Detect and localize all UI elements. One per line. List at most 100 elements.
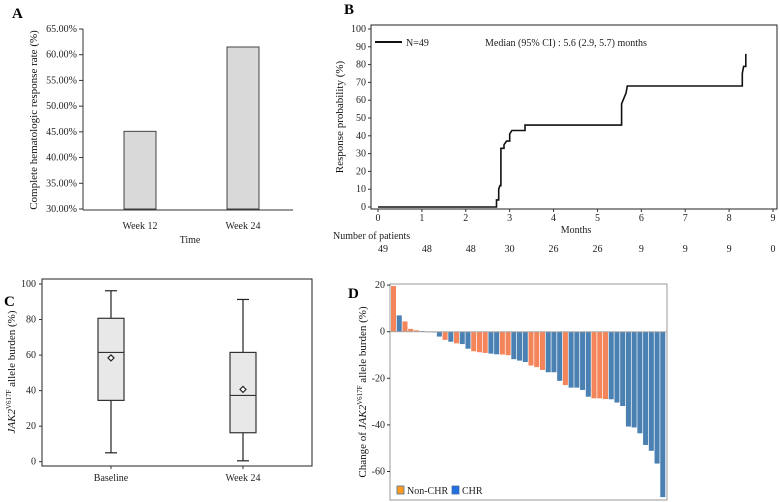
panel-b-x-tick-label: 8 (727, 213, 732, 224)
panel-d-bar (551, 331, 557, 373)
panel-a-bar (123, 130, 157, 210)
panel-d-bar (574, 331, 580, 388)
panel-b-x-tick-label: 5 (595, 213, 600, 224)
panel-d-y-tick-label: -60 (372, 467, 385, 478)
panel-d-bar (620, 331, 626, 407)
panel-d-plot-frame (389, 283, 668, 501)
panel-d-bar (585, 331, 591, 397)
panel-b-x-tick-label: 6 (639, 213, 644, 224)
panel-b-risk-count: 48 (422, 244, 432, 255)
panel-d-bar (545, 331, 551, 373)
panel-d-bar (580, 331, 586, 390)
panel-b-risk-count: 9 (683, 244, 688, 255)
panel-a-x-tick-label: Week 24 (225, 221, 260, 232)
panel-d-bar (637, 331, 643, 434)
panel-label-a: A (12, 6, 23, 22)
panel-d-legend-swatch (396, 485, 405, 495)
panel-c-y-tick-label: 60 (26, 350, 36, 361)
panel-d-y-tick-label: 20 (375, 280, 385, 291)
panel-c-y-tick-label: 100 (21, 279, 36, 290)
panel-b-y-tick-label: 100 (351, 24, 366, 35)
panel-d-bar (482, 331, 488, 353)
panel-b-risk-count: 49 (378, 244, 388, 255)
panel-d-bar (562, 331, 568, 386)
panel-b-y-tick-label: 20 (356, 166, 366, 177)
panel-d-y-tick-label: -40 (372, 420, 385, 431)
panel-d-bar (511, 331, 517, 360)
panel-b-y-label: Response probability (%) (334, 60, 346, 173)
panel-b-x-tick-label: 0 (376, 213, 381, 224)
panel-d-y-label-gene: JAK2 (357, 404, 369, 429)
panel-d-bar (631, 331, 637, 428)
panel-b-y-tick-label: 90 (356, 42, 366, 53)
panel-d-bar (408, 328, 414, 332)
panel-c-y-label-rest: allele burden (%) (6, 310, 18, 389)
panel-c-y-tick-label: 80 (26, 315, 36, 326)
panel-b-y-tick-label: 10 (356, 184, 366, 195)
panel-d-bar (557, 331, 563, 381)
panel-a-bar (226, 46, 260, 210)
panel-d-bar (568, 331, 574, 388)
panel-d-bar (505, 331, 511, 356)
panel-b-risk-count: 9 (639, 244, 644, 255)
panel-d-bar (625, 331, 631, 427)
panel-b-y-tick-label: 50 (356, 113, 366, 124)
panel-b-y-tick-label: 40 (356, 131, 366, 142)
panel-c-plot-frame (41, 278, 313, 467)
panel-b-km-curve (378, 53, 747, 208)
panel-d-y-label: Change of JAK2V617F allele burden (%) (356, 306, 369, 478)
panel-d-bar (648, 331, 654, 451)
panel-a-y-tick-label: 55.00% (46, 75, 77, 86)
panel-a-y-tick-label: 40.00% (46, 153, 77, 164)
panel-b-y-tick-label: 0 (361, 202, 366, 213)
panel-label-c: C (4, 294, 15, 310)
panel-b-risk-count: 26 (549, 244, 559, 255)
panel-b-x-tick-label: 2 (463, 213, 468, 224)
panel-b-risk-count: 26 (592, 244, 602, 255)
panel-d-bar (396, 315, 402, 332)
panel-a-chart: Complete hematologic response rate (%) T… (28, 24, 293, 246)
panel-d-bar (436, 331, 442, 337)
panel-d-legend-swatch (451, 485, 460, 495)
panel-d-y-label-sup: V617F (356, 385, 364, 405)
panel-b-y-tick-label: 60 (356, 95, 366, 106)
panel-b-y-tick-label: 30 (356, 149, 366, 160)
panel-c-y-tick-label: 0 (31, 457, 36, 468)
panel-b-chart: Response probability (%) Months N=49 Med… (333, 24, 778, 255)
panel-d-legend-label: Non-CHR (407, 486, 448, 497)
panel-d-bar (614, 331, 620, 403)
panel-a-x-label: Time (180, 235, 201, 246)
panel-d-bar (465, 331, 471, 349)
panel-d-y-label-rest: allele burden (%) (357, 306, 369, 385)
panel-b-x-tick-label: 9 (771, 213, 776, 224)
panel-d-bar (459, 331, 465, 345)
panel-a-y-tick-label: 45.00% (46, 127, 77, 138)
panel-d-bar (528, 331, 534, 366)
panel-b-risk-count: 0 (771, 244, 776, 255)
panel-d-bar (448, 331, 454, 342)
panel-b-x-tick-label: 1 (419, 213, 424, 224)
panel-d-bar (413, 330, 419, 332)
panel-c-box (97, 317, 125, 401)
panel-b-risk-table-label: Number of patients (333, 231, 410, 242)
panel-d-y-tick-label: -20 (372, 373, 385, 384)
panel-b-x-tick-label: 3 (507, 213, 512, 224)
panel-d-bar (608, 331, 614, 400)
panel-label-d: D (348, 286, 359, 302)
panel-d-chart: Change of JAK2V617F allele burden (%) -6… (356, 280, 668, 501)
panel-d-bar (534, 331, 540, 368)
panel-b-risk-count: 30 (505, 244, 515, 255)
panel-d-bar (643, 331, 649, 445)
panel-a-x-tick-label: Week 12 (122, 221, 157, 232)
panel-b-legend-label: N=49 (406, 38, 429, 49)
panel-b-x-tick-label: 7 (683, 213, 688, 224)
panel-d-y-tick-label: 0 (380, 327, 385, 338)
panel-d-bar (597, 331, 603, 399)
panel-b-x-label: Months (561, 225, 592, 236)
panel-a-y-tick-label: 65.00% (46, 24, 77, 35)
panel-d-bar (654, 331, 660, 464)
panel-d-bar (499, 331, 505, 355)
panel-c-y-tick-label: 40 (26, 386, 36, 397)
panel-b-x-tick-label: 4 (551, 213, 556, 224)
